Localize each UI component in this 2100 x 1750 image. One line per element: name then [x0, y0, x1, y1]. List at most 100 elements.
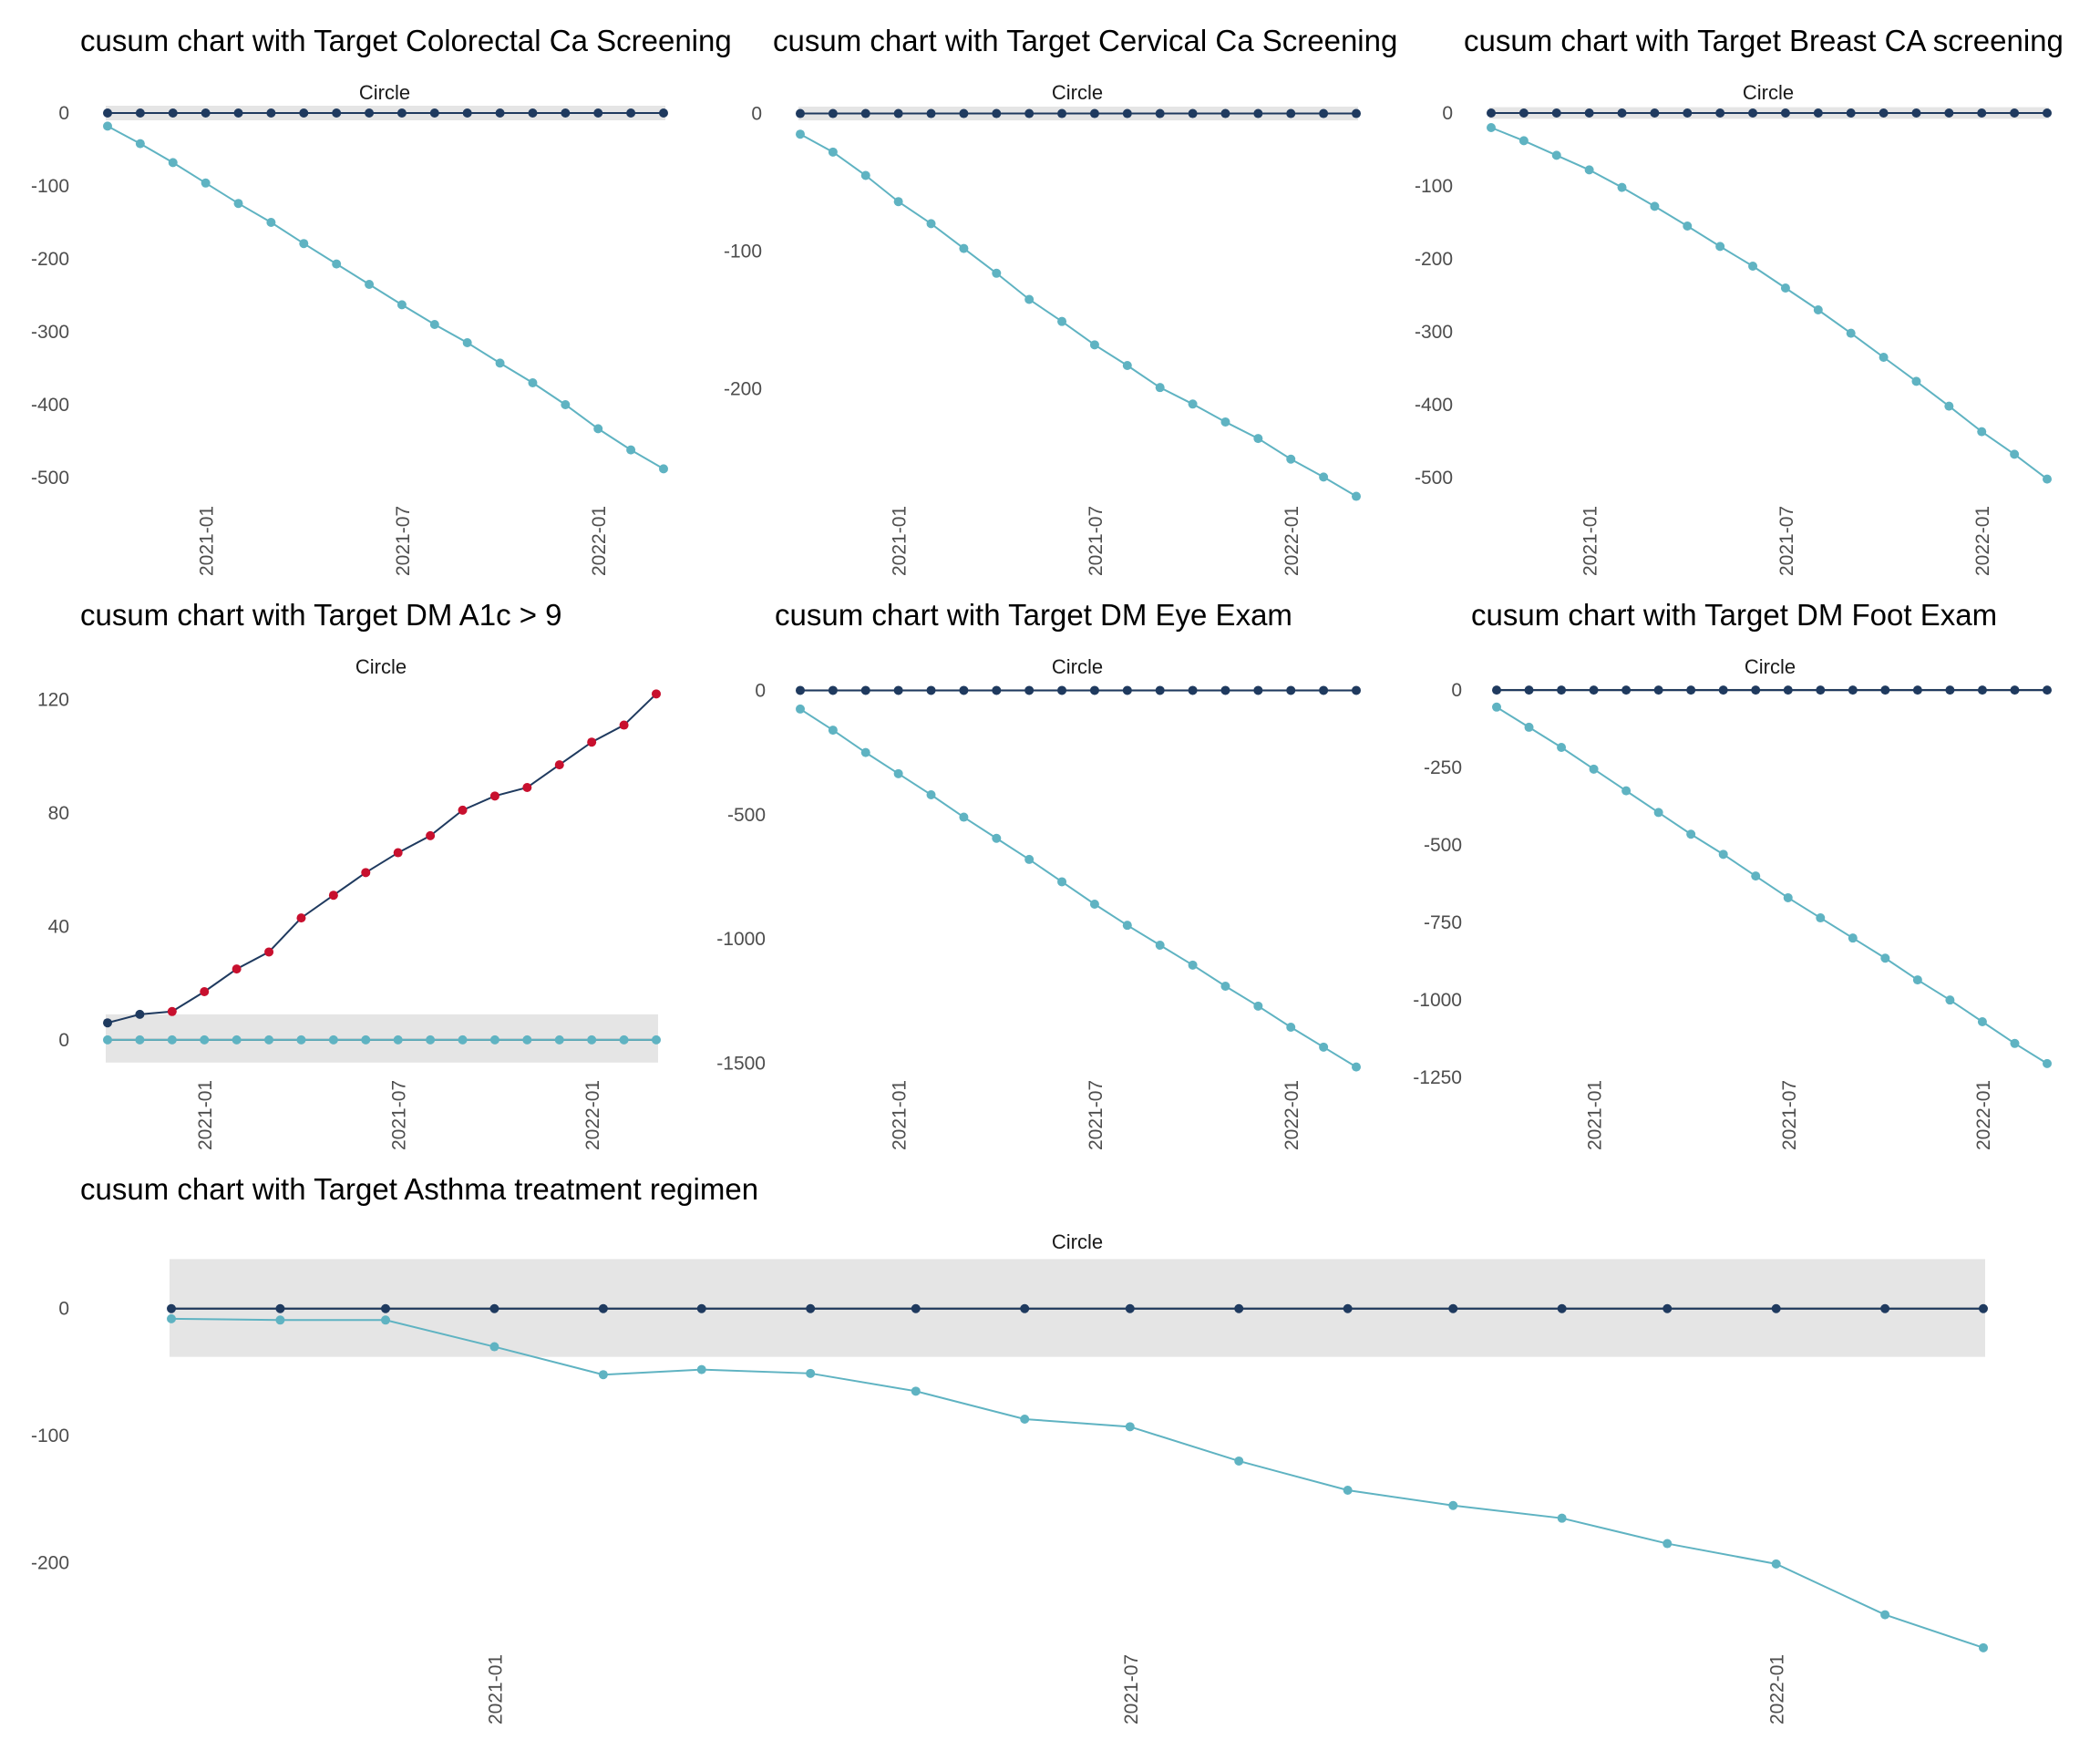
data-point-14 [554, 760, 564, 770]
chart-title: cusum chart with Target DM Foot Exam [1471, 598, 1997, 632]
data-point-3 [1589, 685, 1599, 695]
data-point-0 [796, 685, 805, 695]
data-point-7 [911, 1303, 921, 1313]
data-point-17 [659, 108, 668, 118]
data-point-0 [103, 1035, 112, 1045]
data-point-4 [1621, 685, 1632, 695]
y-tick-label-2: -200 [31, 249, 69, 270]
x-tick-label-1: 2021-07 [1776, 506, 1797, 576]
data-point-8 [1057, 316, 1067, 326]
data-point-17 [1352, 1062, 1361, 1072]
data-point-16 [619, 720, 629, 730]
chart-panel-1: cusum chart with Target Colorectal Ca Sc… [31, 24, 732, 576]
data-point-11 [1846, 328, 1856, 338]
series-lower [796, 704, 1361, 1072]
y-tick-label-2: -200 [724, 379, 762, 400]
y-tick-label-3: -1500 [716, 1054, 766, 1075]
data-point-4 [1617, 182, 1627, 192]
series-line [1490, 127, 2048, 480]
data-point-4 [233, 199, 243, 209]
data-point-17 [1979, 1642, 1988, 1652]
data-point-17 [1352, 685, 1361, 695]
data-point-15 [1286, 685, 1296, 695]
series-line [1496, 705, 2048, 1065]
y-tick-label-0: 0 [1442, 103, 1453, 124]
data-point-16 [619, 1035, 629, 1045]
data-point-8 [365, 280, 375, 289]
data-point-7 [328, 1035, 338, 1045]
chart-panel-7: cusum chart with Target Asthma treatment… [31, 1172, 1988, 1724]
data-point-4 [926, 790, 936, 799]
data-point-3 [893, 768, 903, 778]
data-point-5 [696, 1364, 706, 1374]
data-point-3 [201, 178, 211, 188]
data-point-10 [1234, 1456, 1244, 1466]
data-point-14 [1253, 108, 1263, 118]
data-point-2 [1551, 108, 1561, 118]
data-point-8 [361, 868, 371, 878]
series-lower [1492, 702, 2052, 1068]
data-point-14 [1945, 685, 1955, 695]
x-tick-label-2: 2022-01 [1972, 506, 1993, 576]
data-point-0 [796, 704, 805, 714]
data-point-12 [489, 791, 499, 801]
data-point-4 [232, 964, 242, 974]
y-tick-label-0: 0 [58, 1299, 69, 1320]
data-point-11 [1343, 1486, 1353, 1496]
x-tick-label-1: 2021-07 [1779, 1080, 1800, 1150]
x-tick-label-0: 2021-01 [1580, 506, 1601, 576]
data-point-11 [1155, 685, 1165, 695]
data-point-14 [554, 1035, 564, 1045]
data-point-0 [103, 1018, 112, 1028]
data-point-5 [1650, 201, 1660, 211]
data-point-2 [168, 158, 178, 168]
data-point-15 [587, 737, 597, 747]
data-point-1 [1518, 108, 1529, 118]
data-point-12 [1879, 353, 1889, 362]
data-point-17 [2043, 474, 2052, 484]
data-point-5 [1653, 808, 1663, 818]
y-tick-label-1: -250 [1424, 757, 1462, 778]
data-point-16 [2010, 1038, 2020, 1048]
data-point-0 [103, 108, 112, 118]
data-point-4 [598, 1370, 608, 1380]
data-point-16 [2010, 685, 2020, 695]
data-point-6 [296, 913, 306, 923]
data-point-4 [232, 1035, 242, 1045]
data-point-1 [828, 685, 838, 695]
chart-title: cusum chart with Target Cervical Ca Scre… [773, 24, 1397, 57]
data-point-15 [593, 108, 603, 118]
y-tick-label-3: -750 [1424, 912, 1462, 933]
data-point-8 [361, 1035, 371, 1045]
data-point-11 [1848, 933, 1858, 943]
x-tick-label-1: 2021-07 [393, 506, 414, 576]
y-tick-label-2: -500 [1424, 835, 1462, 856]
data-point-4 [233, 108, 243, 118]
chart-title: cusum chart with Target DM Eye Exam [775, 598, 1292, 632]
data-point-13 [1220, 108, 1230, 118]
series-line [107, 693, 657, 1024]
data-point-12 [1188, 685, 1198, 695]
data-point-4 [926, 219, 936, 229]
data-point-9 [1089, 685, 1099, 695]
x-tick-label-0: 2021-01 [485, 1654, 506, 1724]
data-point-2 [381, 1315, 391, 1325]
data-point-9 [1783, 685, 1793, 695]
data-point-7 [1715, 108, 1725, 118]
data-point-9 [1780, 283, 1790, 293]
data-point-13 [1912, 975, 1922, 985]
data-point-12 [1188, 399, 1198, 409]
data-point-9 [393, 1035, 403, 1045]
y-tick-label-5: -1250 [1413, 1067, 1462, 1088]
data-point-14 [1253, 685, 1263, 695]
data-point-15 [1977, 427, 1987, 437]
data-point-9 [393, 848, 403, 858]
data-point-0 [1492, 685, 1501, 695]
y-tick-label-3: 0 [58, 1030, 69, 1051]
y-tick-label-1: -500 [727, 805, 766, 826]
data-point-11 [462, 338, 472, 347]
x-tick-label-1: 2021-07 [1086, 1080, 1107, 1150]
data-point-1 [1524, 722, 1534, 732]
data-point-12 [1880, 953, 1890, 963]
